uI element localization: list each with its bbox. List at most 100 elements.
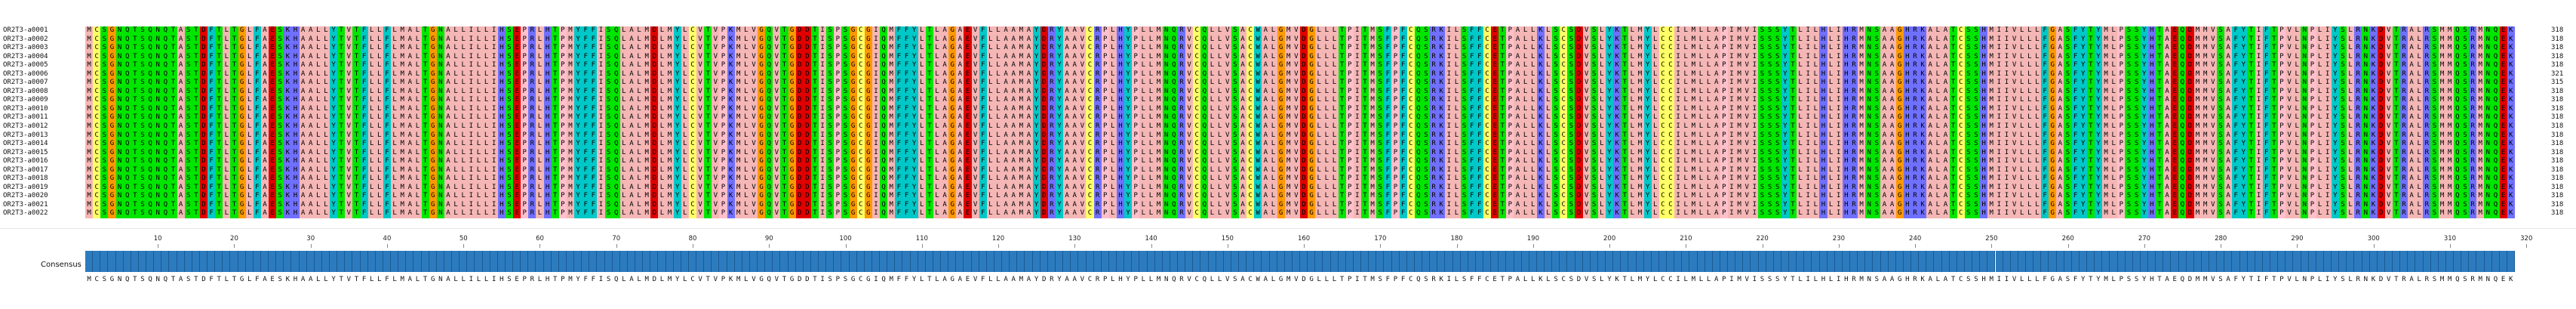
residue-cell: M — [566, 79, 574, 88]
residue-cell: C — [1658, 122, 1667, 131]
sequence-name[interactable]: OR2T3-a0004 — [3, 52, 48, 60]
residue-cell: T — [551, 96, 559, 105]
residue-cell: I — [467, 96, 475, 105]
residue-cell: N — [154, 70, 162, 79]
residue-cell: V — [749, 113, 758, 123]
residue-cell: L — [536, 44, 544, 53]
sequence-name[interactable]: OR2T3-a0014 — [3, 140, 48, 148]
residue-cell: K — [1919, 79, 1927, 88]
sequence-name[interactable]: OR2T3-a0015 — [3, 148, 48, 156]
sequence-name[interactable]: OR2T3-a0005 — [3, 61, 48, 70]
residue-cell: P — [558, 26, 567, 36]
residue-cell: S — [2338, 96, 2347, 105]
sequence-name[interactable]: OR2T3-a0002 — [3, 35, 48, 43]
sequence-name[interactable]: OR2T3-a0009 — [3, 96, 48, 104]
residue-cell: T — [925, 26, 933, 36]
sequence-name[interactable]: OR2T3-a0013 — [3, 131, 48, 139]
residue-cell: Y — [2140, 44, 2148, 53]
residue-cell: S — [1590, 148, 1598, 158]
residue-cell: S — [1590, 52, 1598, 62]
sequence-name[interactable]: OR2T3-a0017 — [3, 165, 48, 174]
residue-cell: S — [826, 44, 835, 53]
residue-cell: M — [1858, 87, 1866, 97]
residue-cell: H — [1819, 113, 1827, 123]
sequence-name[interactable]: OR2T3-a0011 — [3, 113, 48, 122]
sequence-name[interactable]: OR2T3-a0020 — [3, 192, 48, 200]
sequence-name[interactable]: OR2T3-a0018 — [3, 175, 48, 183]
residue-cell: C — [1483, 113, 1491, 123]
residue-cell: I — [871, 96, 880, 105]
residue-cell: S — [1972, 140, 1980, 149]
residue-cell: R — [1047, 44, 1056, 53]
residue-cell: S — [1766, 148, 1774, 158]
residue-cell: T — [1338, 44, 1346, 53]
residue-cell: I — [1751, 79, 1759, 88]
residue-cell: K — [284, 70, 292, 79]
residue-cell: L — [2415, 70, 2424, 79]
residue-cell: C — [688, 35, 696, 45]
sequence-name[interactable]: OR2T3-a0022 — [3, 209, 48, 218]
sequence-name[interactable]: OR2T3-a0003 — [3, 44, 48, 52]
residue-cell: K — [1536, 131, 1545, 141]
residue-cell: V — [2384, 122, 2393, 131]
sequence-name[interactable]: OR2T3-a0021 — [3, 200, 48, 209]
sequence-name[interactable]: OR2T3-a0006 — [3, 70, 48, 78]
residue-cell: T — [780, 104, 788, 114]
residue-cell: I — [597, 79, 605, 88]
residue-cell: L — [1147, 79, 1155, 88]
residue-cell: L — [367, 52, 376, 62]
residue-cell: L — [460, 52, 468, 62]
residue-cell: L — [1697, 122, 1705, 131]
residue-cell: M — [666, 104, 674, 114]
residue-cell: P — [1132, 96, 1140, 105]
residue-cell: L — [658, 44, 666, 53]
sequence-name[interactable]: OR2T3-a0001 — [3, 26, 48, 34]
residue-cell: Q — [765, 61, 773, 70]
sequence-name[interactable]: OR2T3-a0016 — [3, 157, 48, 165]
residue-cell: T — [1338, 122, 1346, 131]
residue-cell: I — [597, 44, 605, 53]
residue-cell: W — [1254, 44, 1262, 53]
residue-cell: L — [2293, 96, 2301, 105]
residue-cell: T — [2086, 87, 2095, 97]
residue-cell: S — [276, 104, 284, 114]
residue-cell: T — [2270, 35, 2278, 45]
residue-cell: A — [1941, 122, 1950, 131]
residue-cell: Y — [2331, 70, 2339, 79]
sequence-name[interactable]: OR2T3-a0007 — [3, 79, 48, 87]
residue-cell: Y — [2094, 26, 2102, 36]
sequence-name[interactable]: OR2T3-a0010 — [3, 104, 48, 113]
residue-cell: L — [1827, 140, 1835, 149]
residue-cell: L — [413, 79, 422, 88]
residue-cell: N — [1865, 148, 1874, 158]
sequence-name[interactable]: OR2T3-a0019 — [3, 183, 48, 191]
sequence-name[interactable]: OR2T3-a0008 — [3, 87, 48, 95]
residue-cell: L — [367, 157, 376, 166]
residue-cell: M — [2438, 96, 2446, 105]
sequence-name[interactable]: OR2T3-a0012 — [3, 122, 48, 131]
residue-cell: C — [1483, 79, 1491, 88]
residue-cell: G — [758, 70, 766, 79]
residue-cell: M — [1689, 113, 1698, 123]
residue-cell: A — [627, 26, 635, 36]
residue-cell: S — [1231, 44, 1239, 53]
residue-cell: L — [482, 148, 490, 158]
residue-cell: N — [115, 131, 124, 141]
